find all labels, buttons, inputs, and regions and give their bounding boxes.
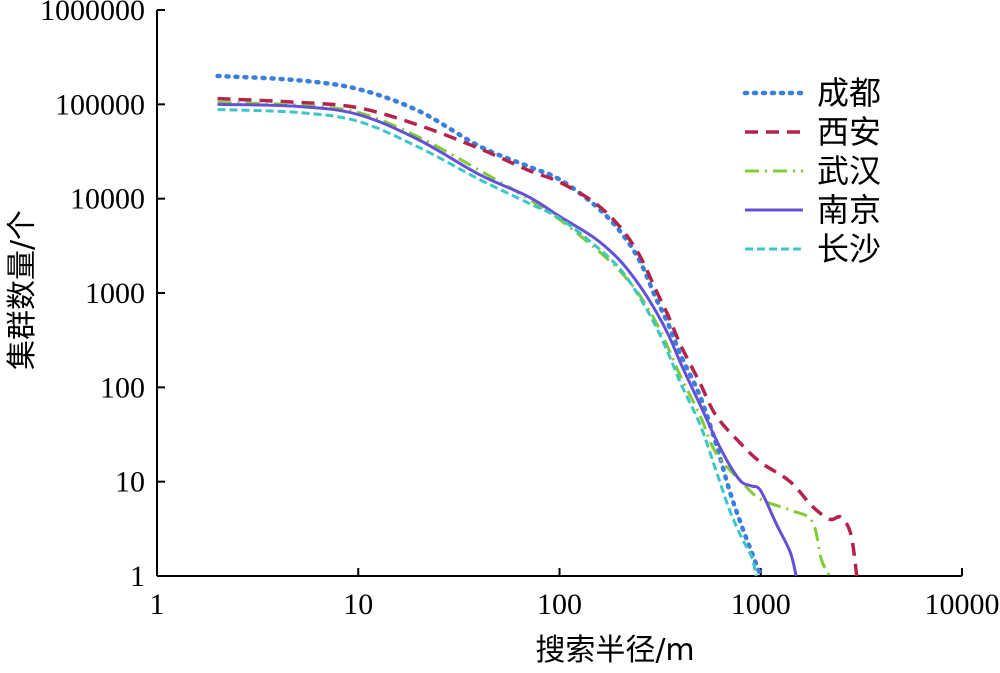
x-tick-label: 10000 [925,588,1000,621]
legend-label-3: 武汉 [817,152,881,190]
x-axis-title: 搜索半径/m [535,633,694,668]
series-line-3 [217,100,832,577]
x-tick-label: 1000 [731,588,791,621]
x-tick-label: 100 [537,588,582,621]
y-tick-label: 100 [100,371,145,404]
series-line-4 [217,102,798,577]
y-tick-label: 1 [130,560,145,593]
x-tick-label: 10 [343,588,373,621]
y-axis-title: 集群数量/个 [5,210,40,370]
x-tick-label: 1 [150,588,165,621]
series-line-5 [217,108,758,577]
legend-label-4: 南京 [817,191,881,229]
y-tick-label: 100000 [55,88,145,121]
y-tick-label: 10 [115,466,145,499]
axes: 1 10 100 1000 10000 1 10 100 1000 10000 100000 1000… [40,0,1000,621]
series-line-1 [215,73,763,579]
legend-label-2: 西安 [817,113,881,151]
legend-label-1: 成都 [817,74,881,112]
legend-label-5: 长沙 [817,230,881,268]
series-line-2 [217,96,859,577]
y-tick-label: 1000000 [40,0,145,27]
y-tick-label: 1000 [85,277,145,310]
y-tick-label: 10000 [70,183,145,216]
series-layer [215,73,859,579]
